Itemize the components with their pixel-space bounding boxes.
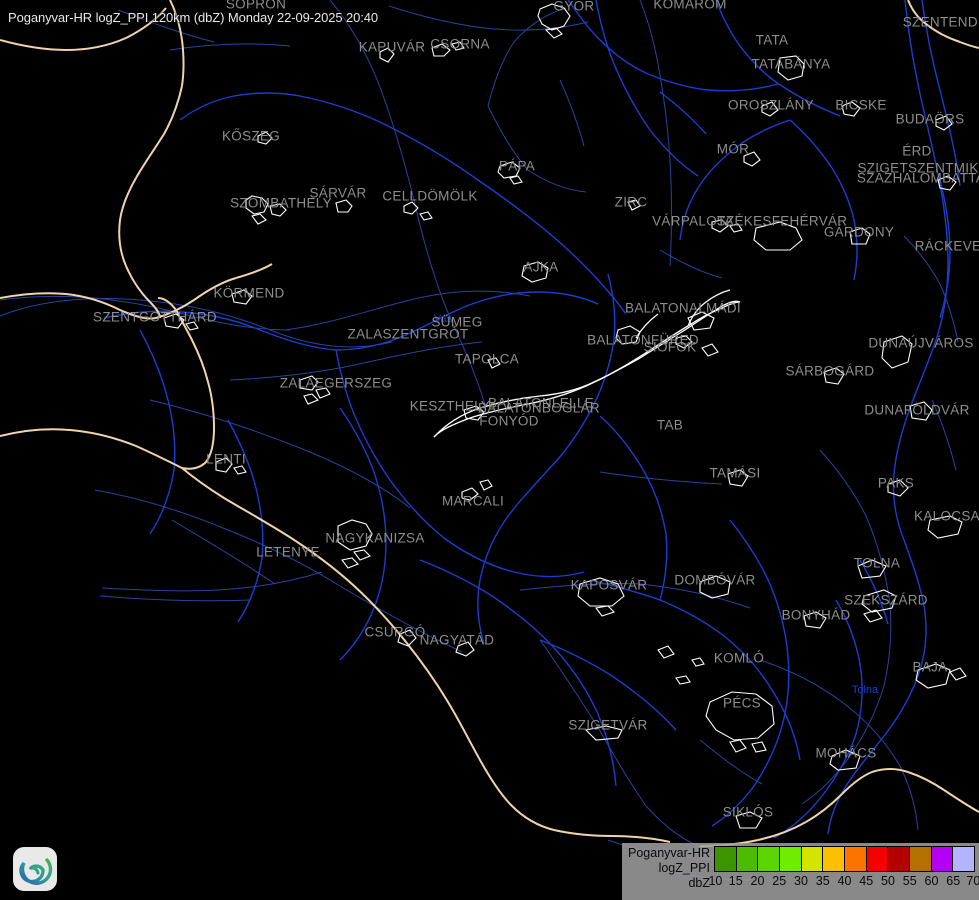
river-label: Vas bbox=[433, 313, 453, 325]
page-title: Poganyvar-HR logZ_PPI 120km (dbZ) Monday… bbox=[8, 10, 379, 25]
legend-swatch bbox=[888, 847, 911, 871]
legend-swatch bbox=[823, 847, 846, 871]
legend-swatch bbox=[715, 847, 737, 871]
legend-tick: 60 bbox=[924, 874, 939, 888]
color-scale-legend: Poganyvar-HR logZ_PPI dbZ 10 15 20 25 30 35 40… bbox=[622, 843, 979, 900]
stream-network bbox=[0, 0, 959, 881]
city-footprints bbox=[163, 3, 967, 829]
legend-swatch bbox=[758, 847, 781, 871]
legend-tick-strip: 10 15 20 25 30 35 40 45 50 55 60 65 70 bbox=[708, 872, 979, 892]
legend-tick: 50 bbox=[881, 874, 895, 888]
legend-line-unit: dbZ bbox=[688, 876, 710, 890]
legend-tick: 65 bbox=[946, 874, 961, 888]
legend-tick: 45 bbox=[859, 874, 874, 888]
legend-line-product: logZ_PPI bbox=[658, 861, 710, 875]
legend-scale: 10 15 20 25 30 35 40 45 50 55 60 65 70 bbox=[708, 843, 979, 892]
legend-swatch-strip bbox=[714, 846, 975, 872]
national-border bbox=[0, 0, 979, 847]
legend-swatch bbox=[931, 847, 954, 871]
legend-swatch bbox=[953, 847, 975, 871]
legend-tick: 40 bbox=[837, 874, 852, 888]
legend-caption: Poganyvar-HR logZ_PPI dbZ bbox=[622, 843, 714, 891]
weather-service-logo-icon bbox=[13, 847, 57, 891]
legend-swatch bbox=[866, 847, 889, 871]
legend-line-radar: Poganyvar-HR bbox=[628, 846, 710, 860]
legend-tick: 35 bbox=[815, 874, 830, 888]
legend-tick: 20 bbox=[750, 874, 765, 888]
lake-balaton bbox=[433, 289, 741, 438]
legend-tick: 10 bbox=[708, 874, 723, 888]
legend-tick: 70 bbox=[966, 874, 979, 888]
river-label: Tolna bbox=[851, 684, 879, 696]
legend-swatch bbox=[736, 847, 759, 871]
legend-swatch bbox=[801, 847, 824, 871]
legend-swatch bbox=[910, 847, 932, 871]
legend-tick: 15 bbox=[728, 874, 743, 888]
legend-tick: 25 bbox=[772, 874, 787, 888]
legend-swatch bbox=[845, 847, 867, 871]
legend-swatch bbox=[780, 847, 802, 871]
legend-tick: 30 bbox=[794, 874, 808, 888]
legend-tick: 55 bbox=[902, 874, 917, 888]
